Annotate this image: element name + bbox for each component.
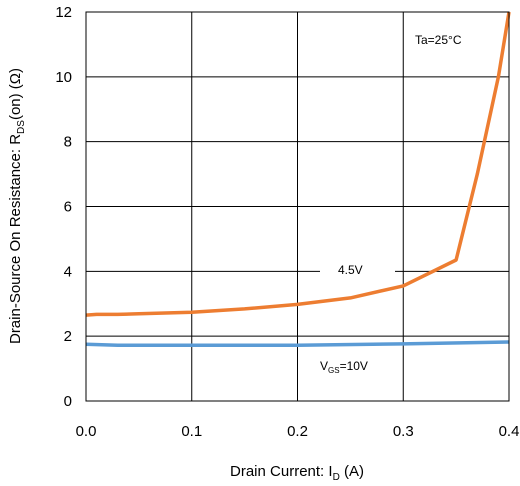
y-tick-label: 8	[64, 134, 72, 151]
series-line-0	[85, 11, 511, 317]
y-tick-label: 10	[55, 69, 72, 86]
x-tick-label: 0.0	[76, 423, 97, 440]
y-axis-label: Drain-Source On Resistance: RDS(on) (Ω)	[7, 68, 27, 344]
x-axis-label: Drain Current: ID (A)	[230, 463, 364, 483]
plot-border	[85, 11, 510, 402]
x-tick-label: 0.3	[393, 423, 414, 440]
series-label-4-5v: 4.5V	[338, 263, 363, 277]
y-tick-label: 12	[55, 4, 72, 21]
y-tick-label: 2	[64, 328, 72, 345]
y-tick-label: 0	[64, 393, 72, 410]
series-line-1	[85, 340, 510, 347]
series-group	[85, 11, 511, 347]
series-label-vgs-10v: VGS=10V	[320, 359, 368, 375]
x-tick-label: 0.1	[181, 423, 202, 440]
x-tick-labels: 0.0 0.1 0.2 0.3 0.4	[76, 423, 520, 440]
grid	[86, 12, 509, 401]
y-tick-label: 4	[64, 263, 72, 280]
label-vgs-box	[306, 354, 398, 378]
y-tick-label: 6	[64, 199, 72, 216]
temperature-label: Ta=25°C	[415, 33, 462, 47]
temperature-label-box	[408, 28, 504, 50]
label-4-5v-box	[320, 258, 395, 280]
y-tick-labels: 0 2 4 6 8 10 12	[55, 4, 72, 410]
x-tick-label: 0.2	[287, 423, 308, 440]
x-tick-label: 0.4	[499, 423, 520, 440]
